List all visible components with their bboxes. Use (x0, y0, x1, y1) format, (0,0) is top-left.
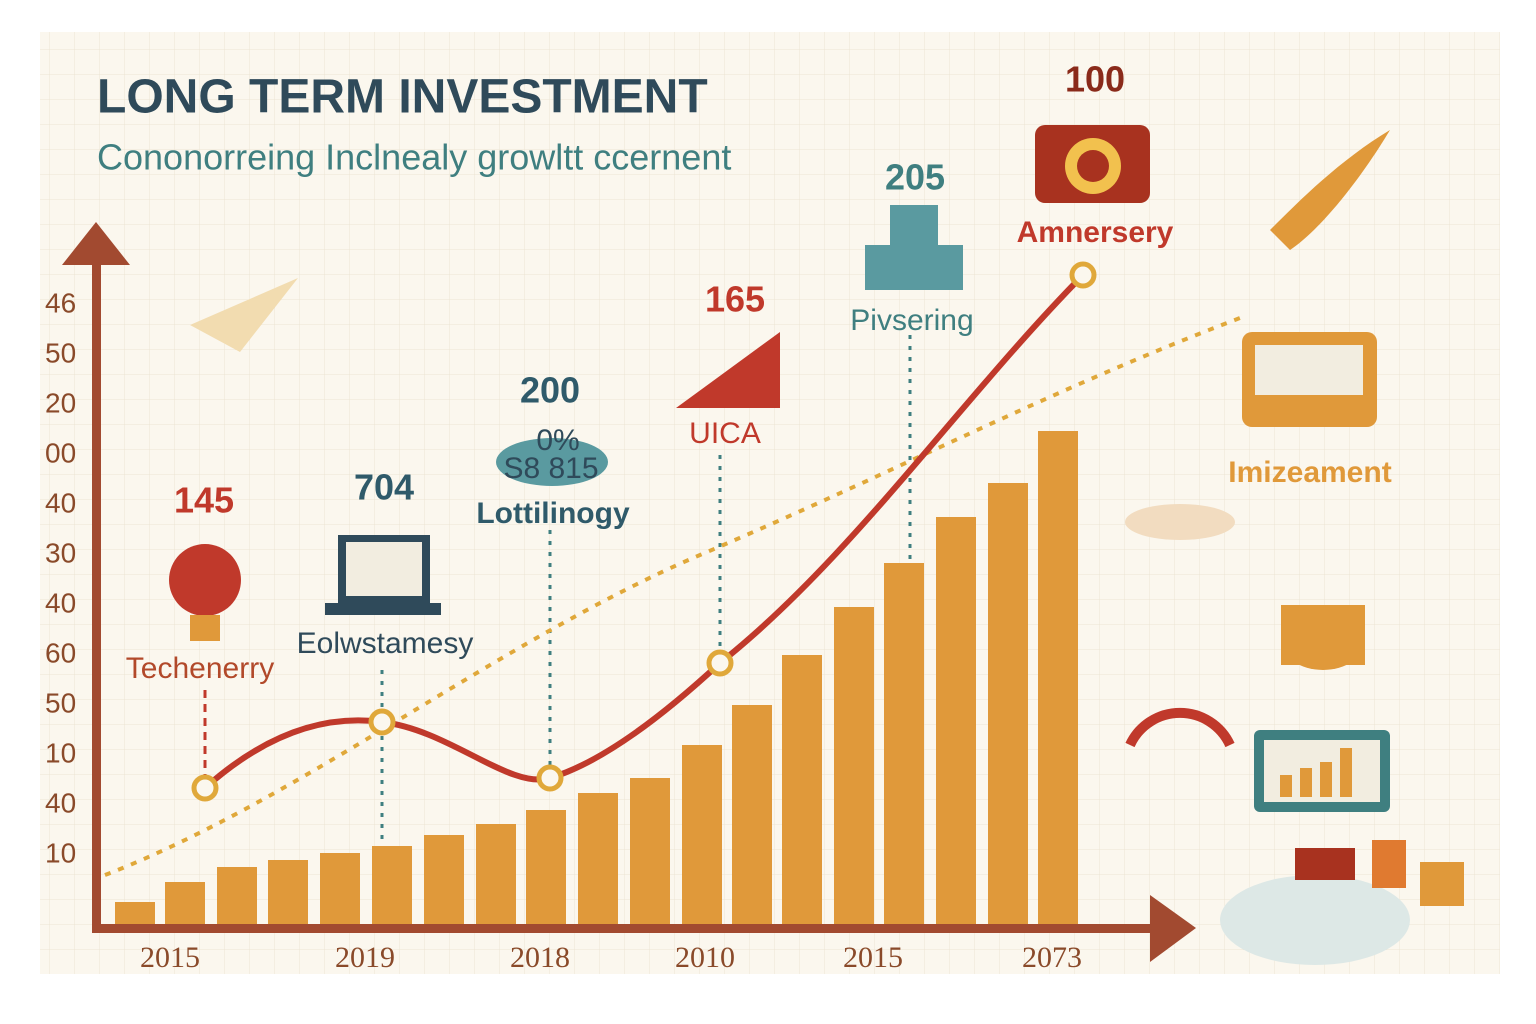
y-axis-label: 10 (45, 737, 76, 768)
y-axis-label: 00 (45, 437, 76, 468)
bars (115, 431, 1078, 928)
side-label: Imizeament (1228, 456, 1391, 489)
y-axis-label: 50 (45, 687, 76, 718)
x-axis-label: 2010 (675, 941, 735, 974)
drop-lines (380, 335, 912, 846)
callout-value: 205 (885, 157, 945, 198)
callout-value: 145 (174, 480, 234, 521)
title: LONG TERM INVESTMENT (97, 71, 708, 124)
callout-label: Eolwstamesy (297, 627, 474, 660)
icons (169, 125, 1464, 965)
callout-label: UICA (689, 417, 761, 450)
y-axis-label: 40 (45, 587, 76, 618)
y-axis-label: 40 (45, 487, 76, 518)
subtitle: Cononorreing Inclnealy growltt ccernent (97, 137, 731, 178)
x-axis-label: 2015 (140, 941, 200, 974)
markers (191, 261, 1097, 802)
badge-text: S8 815 (503, 452, 598, 485)
callout-label: Pivsering (850, 304, 973, 337)
badge-text: 0% (536, 424, 579, 457)
y-axis-label: 30 (45, 537, 76, 568)
x-axis-label: 2019 (335, 941, 395, 974)
trend-dotted (104, 316, 1241, 877)
y-axis-label: 46 (45, 287, 76, 318)
y-axis-label: 60 (45, 637, 76, 668)
callout-value: 200 (520, 370, 580, 411)
y-axis-label: 10 (45, 837, 76, 868)
callout-label: Lottilinogy (476, 497, 630, 530)
callout-value: 704 (354, 467, 414, 508)
y-axis-label: 40 (45, 787, 76, 818)
y-axis-label: 50 (45, 337, 76, 368)
trend-line (203, 272, 1086, 791)
axes (62, 222, 1196, 962)
y-axis-label: 20 (45, 387, 76, 418)
callout-label: Amnersery (1017, 216, 1174, 249)
x-axis-label: 2015 (843, 941, 903, 974)
x-axis-label: 2073 (1022, 941, 1082, 974)
callout-value: 165 (705, 279, 765, 320)
callout-value: 100 (1065, 59, 1125, 100)
callout-label: Techenerry (126, 652, 274, 685)
x-axis-label: 2018 (510, 941, 570, 974)
